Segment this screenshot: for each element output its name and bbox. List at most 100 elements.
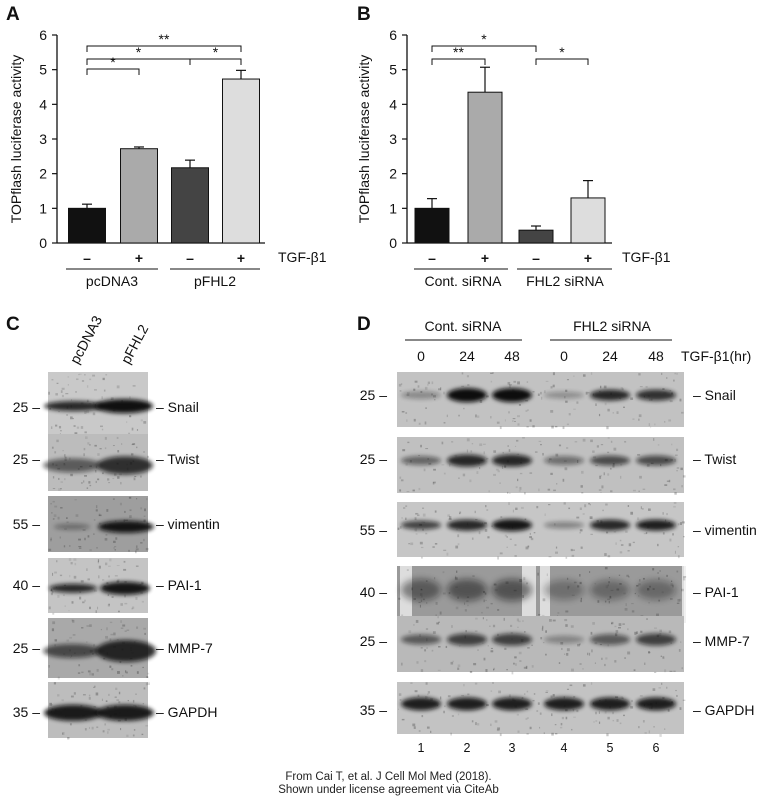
blot-speckle [573, 696, 576, 698]
blot-speckle [144, 632, 146, 635]
blot-speckle [82, 601, 85, 604]
blot-speckle [607, 473, 610, 476]
blot-speckle [607, 555, 611, 558]
blot-band [401, 578, 441, 601]
blot-speckle [610, 440, 613, 443]
blot-speckle [418, 730, 421, 733]
blot-speckle [473, 662, 477, 666]
blot-speckle [93, 519, 96, 521]
blot-speckle [99, 448, 102, 450]
blot-speckle [421, 715, 424, 718]
molecular-weight-marker: 35 – [360, 702, 387, 718]
bar [68, 207, 106, 244]
blot-speckle [487, 536, 490, 539]
blot-speckle [98, 514, 102, 517]
blot-speckle [114, 575, 118, 577]
blot-speckle [91, 673, 94, 676]
blot-speckle [490, 416, 492, 419]
blot-speckle [69, 636, 73, 639]
blot-speckle [108, 482, 111, 484]
blot-speckle [486, 619, 488, 621]
blot-speckle [401, 517, 403, 519]
blot-speckle [580, 599, 582, 603]
blot-speckle [645, 386, 648, 388]
blot-speckle [486, 704, 489, 707]
blot-speckle [443, 549, 447, 551]
blot-speckle [142, 702, 144, 705]
blot-speckle [639, 475, 642, 479]
blot-speckle [478, 531, 481, 535]
blot-speckle [93, 643, 95, 647]
significance-label: * [213, 44, 219, 60]
blot-speckle [643, 533, 647, 535]
blot-speckle [431, 649, 434, 652]
blot-speckle [424, 696, 428, 699]
blot-speckle [527, 545, 530, 548]
timepoint-label: 24 [459, 348, 475, 364]
blot-speckle [493, 450, 497, 453]
chart-a-bars [68, 69, 260, 244]
blot-speckle [101, 396, 103, 400]
western-blot-d: Cont. siRNA FHL2 siRNA TGF-β1(hr) 0 24 48 0… [360, 318, 757, 755]
blot-speckle [624, 440, 627, 443]
blot-speckle [540, 391, 542, 395]
blot-speckle [406, 491, 410, 493]
blot-speckle [545, 380, 549, 382]
blot-speckle [105, 635, 108, 639]
blot-speckle [146, 676, 149, 678]
blot-speckle [471, 537, 474, 540]
blot-speckle [654, 671, 657, 673]
blot-speckle [479, 467, 481, 470]
blot-speckle [89, 484, 92, 487]
blot-speckle [125, 670, 127, 673]
blot-speckle [506, 669, 508, 671]
blot-speckle [640, 630, 643, 633]
blot-speckle [572, 549, 575, 551]
blot-speckle [517, 381, 520, 385]
blot-speckle [104, 436, 107, 440]
blot-speckle [506, 546, 509, 548]
blot-speckle [552, 372, 555, 376]
bar [467, 91, 503, 244]
blot-speckle [147, 455, 149, 458]
blot-speckle [619, 539, 622, 542]
blot-speckle [443, 422, 446, 424]
blot-speckle [604, 663, 606, 667]
blot-speckle [679, 707, 682, 710]
blot-speckle [140, 542, 143, 544]
blot-c-row: 55 – – vimentin [13, 496, 220, 554]
blot-speckle [601, 485, 604, 489]
blot-speckle [427, 384, 429, 386]
y-tick-label: 5 [39, 62, 47, 78]
blot-speckle [486, 457, 489, 460]
blot-speckle [524, 518, 527, 520]
blot-speckle [66, 521, 69, 523]
blot-speckle [451, 441, 454, 443]
blot-speckle [514, 544, 517, 546]
blot-speckle [534, 451, 538, 453]
blot-speckle [56, 382, 59, 384]
blot-speckle [603, 472, 605, 476]
blot-speckle [614, 660, 617, 663]
blot-speckle [622, 697, 624, 700]
blot-speckle [579, 529, 583, 532]
molecular-weight-marker: 25 – [360, 451, 387, 467]
blot-speckle [418, 487, 421, 491]
blot-speckle [512, 418, 516, 420]
y-tick-label: 2 [389, 166, 397, 182]
blot-speckle [611, 622, 613, 625]
blot-speckle [66, 414, 69, 416]
blot-speckle [81, 380, 85, 382]
blot-speckle [88, 481, 91, 484]
blot-speckle [52, 621, 56, 625]
blot-speckle [450, 732, 452, 736]
blot-speckle [632, 418, 635, 420]
blot-speckle [544, 390, 546, 394]
blot-speckle [589, 516, 593, 520]
blot-speckle [78, 547, 82, 549]
blot-d-row: 25 – – MMP-7 [360, 616, 750, 675]
blot-speckle [620, 544, 624, 546]
chart-b-significance: **** [431, 31, 589, 65]
blot-speckle [101, 428, 104, 431]
blot-speckle [510, 624, 513, 628]
